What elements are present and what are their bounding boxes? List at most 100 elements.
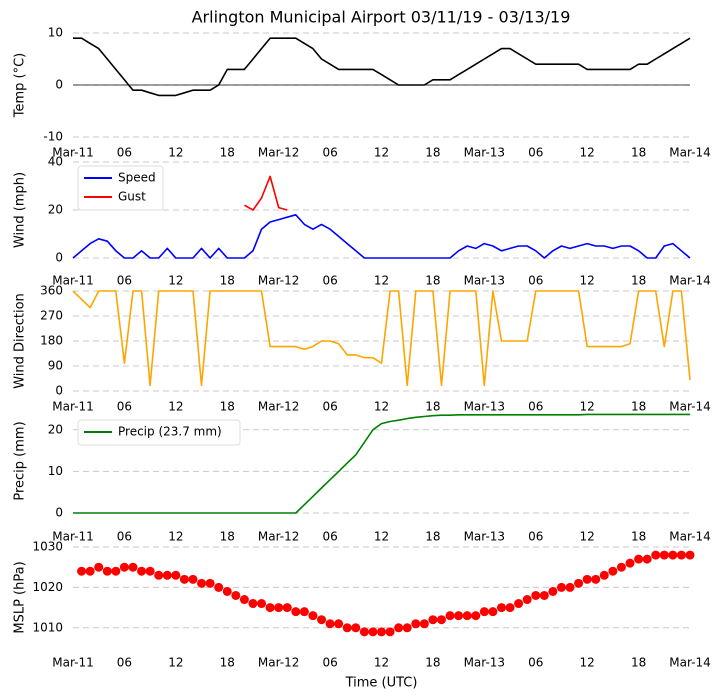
x-tick-label: 18 [425,274,440,288]
y-tick-label: 0 [55,78,63,92]
point [411,619,421,629]
point [642,554,652,564]
x-tick-label: 12 [580,530,595,544]
y-tick-label: 1030 [32,540,63,554]
point [102,566,112,576]
point [248,599,258,609]
x-tick-label: 06 [322,530,337,544]
x-tick-label: 18 [220,656,235,670]
x-tick-label: 18 [425,530,440,544]
x-axis-label: Time (UTC) [345,676,418,691]
point [385,627,395,637]
point [436,615,446,625]
y-tick-label: 1020 [32,580,63,594]
point [231,590,241,600]
x-tick-label: 18 [220,146,235,160]
x-tick-label: 18 [220,274,235,288]
x-tick-label: 06 [528,146,543,160]
point [197,578,207,588]
point [308,611,318,621]
point [162,570,172,580]
point [625,558,635,568]
series-line [73,37,691,97]
point [591,574,601,584]
x-tick-label: 18 [631,274,646,288]
series-line [73,413,690,514]
y-tick-label: 10 [48,464,63,478]
x-tick-label: 18 [631,656,646,670]
x-tick-label: Mar-12 [258,656,299,670]
y-tick-label: 1010 [32,620,63,634]
y-tick-label: 270 [40,309,63,323]
y-tick-label: 20 [48,203,63,217]
point [402,623,412,633]
point [659,550,669,560]
x-tick-label: 12 [374,146,389,160]
x-tick-label: 06 [528,530,543,544]
legend-label: Speed [118,171,156,185]
point [531,590,541,600]
point [565,582,575,592]
y-tick-label: 180 [40,334,63,348]
point [154,570,164,580]
x-tick-label: Mar-14 [669,274,710,288]
x-tick-label: 18 [425,656,440,670]
series-line [244,175,288,211]
x-tick-label: Mar-13 [464,530,505,544]
x-tick-label: 12 [374,656,389,670]
x-tick-label: 06 [117,400,132,414]
legend-box [77,419,241,446]
y-axis-label: Temp (°C) [13,53,28,119]
point [94,562,104,572]
point [574,578,584,588]
point [222,586,232,596]
x-tick-label: Mar-14 [669,656,710,670]
point [205,578,215,588]
x-tick-label: Mar-13 [464,146,505,160]
x-tick-label: 12 [168,530,183,544]
point [488,607,498,617]
y-tick-label: 40 [48,155,63,169]
point [291,607,301,617]
point [479,607,489,617]
x-tick-label: 06 [117,530,132,544]
y-axis-label: Precip (mm) [13,421,28,500]
point [282,603,292,613]
point [119,562,129,572]
x-tick-label: 12 [374,400,389,414]
point [668,550,678,560]
x-tick-label: 18 [631,530,646,544]
x-tick-label: 12 [374,530,389,544]
y-tick-label: 20 [48,422,63,436]
point [608,566,618,576]
point [77,566,87,576]
point [556,582,566,592]
point [128,562,138,572]
y-axis-label: Wind Direction [13,293,28,389]
y-tick-label: 10 [48,26,63,40]
point [634,554,644,564]
y-tick-label: -10 [43,130,63,144]
x-tick-label: 12 [580,656,595,670]
point [676,550,686,560]
point [351,623,361,633]
x-tick-label: Mar-11 [52,656,93,670]
point [188,574,198,584]
point [85,566,95,576]
point [257,599,267,609]
y-axis-label: MSLP (hPa) [13,561,28,633]
point [454,611,464,621]
x-tick-label: Mar-12 [258,400,299,414]
x-tick-label: 12 [168,656,183,670]
x-tick-label: 18 [631,400,646,414]
point [368,627,378,637]
point [145,566,155,576]
x-tick-label: 06 [322,274,337,288]
x-tick-label: 18 [425,146,440,160]
point [325,619,335,629]
x-tick-label: Mar-13 [464,274,505,288]
point [342,623,352,633]
point [522,595,532,605]
point [462,611,472,621]
